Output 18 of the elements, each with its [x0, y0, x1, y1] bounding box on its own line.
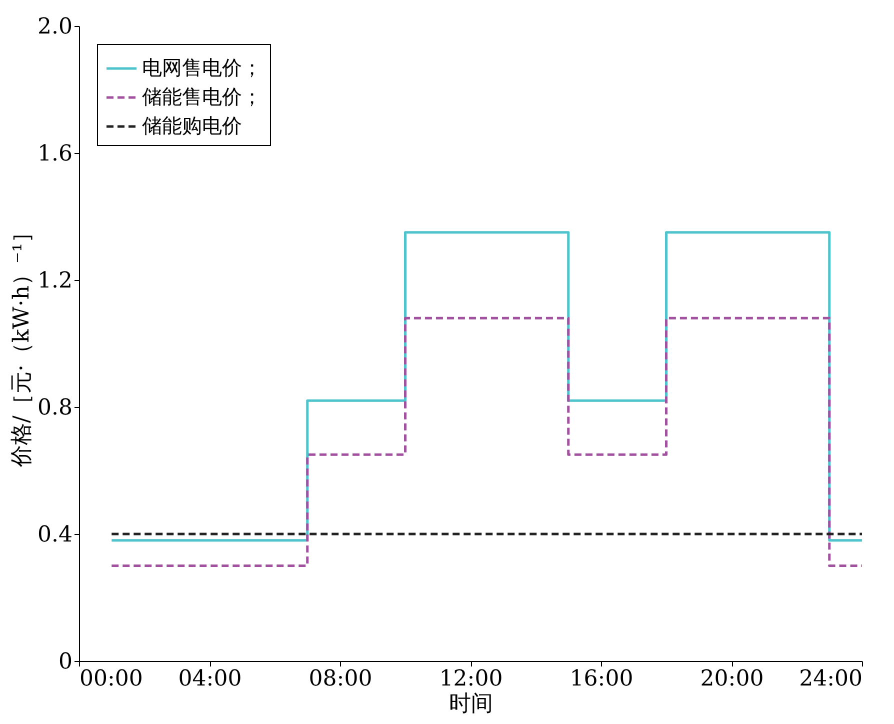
y-tick-label: 0.4 — [38, 522, 72, 548]
legend-label: 储能购电价 — [142, 114, 242, 138]
x-tick-label: 00:00 — [80, 666, 143, 692]
legend-label: 储能售电价； — [142, 84, 262, 108]
y-tick-label: 2.0 — [38, 14, 72, 40]
y-tick-label: 1.2 — [38, 268, 72, 294]
x-tick-label: 12:00 — [439, 666, 503, 692]
x-tick-label: 04:00 — [178, 666, 242, 692]
x-tick-label: 24:00 — [799, 666, 862, 692]
y-tick-label: 1.6 — [38, 142, 72, 166]
y-tick-label: 0 — [58, 650, 72, 674]
x-tick-label: 20:00 — [700, 666, 764, 692]
legend-label: 电网售电价； — [142, 56, 262, 80]
x-tick-label: 08:00 — [308, 666, 372, 692]
x-axis-title: 时间 — [449, 692, 493, 716]
y-axis-title: 价格/［元·（kW·h）⁻¹］ — [10, 221, 35, 468]
x-tick-label: 16:00 — [570, 666, 634, 692]
y-tick-label: 0.8 — [38, 396, 72, 420]
